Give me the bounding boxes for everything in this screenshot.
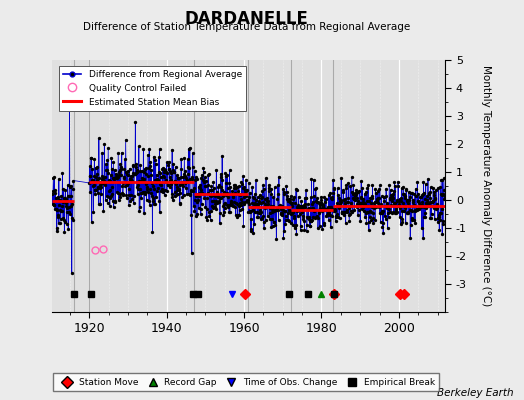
Y-axis label: Monthly Temperature Anomaly Difference (°C): Monthly Temperature Anomaly Difference (… — [481, 65, 491, 307]
Legend: Difference from Regional Average, Quality Control Failed, Estimated Station Mean: Difference from Regional Average, Qualit… — [59, 66, 246, 111]
Text: Berkeley Earth: Berkeley Earth — [437, 388, 514, 398]
Legend: Station Move, Record Gap, Time of Obs. Change, Empirical Break: Station Move, Record Gap, Time of Obs. C… — [53, 374, 439, 392]
Text: Difference of Station Temperature Data from Regional Average: Difference of Station Temperature Data f… — [83, 22, 410, 32]
Text: DARDANELLE: DARDANELLE — [184, 10, 308, 28]
